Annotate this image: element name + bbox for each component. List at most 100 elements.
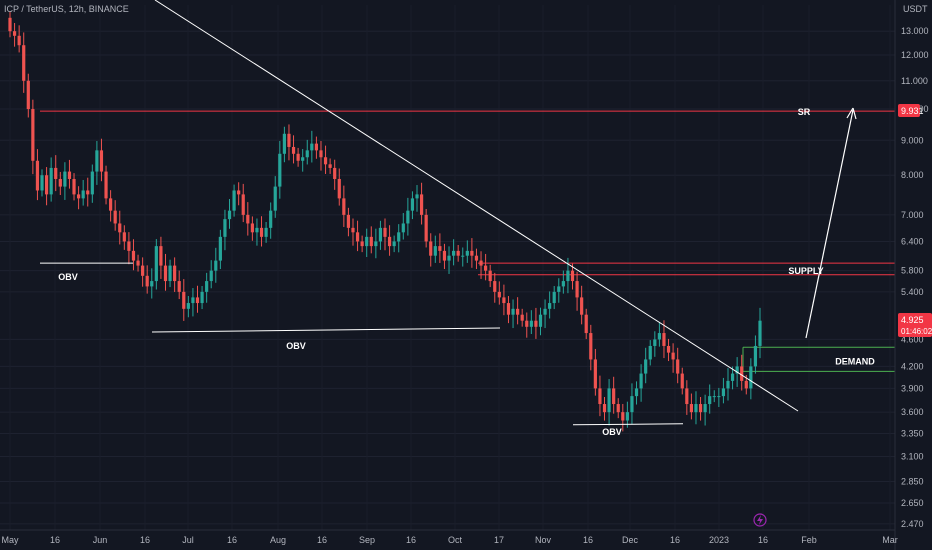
candle[interactable] [223,219,227,237]
candle[interactable] [360,241,364,247]
candle[interactable] [333,167,337,179]
candle[interactable] [630,396,634,413]
candle[interactable] [561,281,565,287]
candle[interactable] [671,352,675,360]
candle[interactable] [269,210,273,228]
candle[interactable] [264,227,268,237]
candle[interactable] [118,223,122,233]
candle[interactable] [291,146,296,154]
candle[interactable] [113,210,117,224]
candle[interactable] [122,232,126,242]
candle[interactable] [141,265,145,276]
candle[interactable] [177,281,181,292]
candle[interactable] [644,359,648,374]
candle[interactable] [310,143,314,151]
candle[interactable] [150,281,154,287]
candle[interactable] [355,232,360,242]
candle[interactable] [616,404,620,413]
drawings[interactable]: SR SUPPLY DEMAND OBV OBV OBV [40,0,875,437]
candle[interactable] [237,190,241,195]
candle[interactable] [612,388,616,405]
candle[interactable] [520,314,524,321]
candle[interactable] [365,236,369,247]
candle[interactable] [26,80,30,110]
candle[interactable] [511,308,515,315]
candle[interactable] [319,150,323,158]
candle[interactable] [95,150,99,172]
candle[interactable] [525,320,529,327]
candle[interactable] [465,250,469,256]
candle[interactable] [287,133,291,147]
candle[interactable] [323,157,328,165]
candle[interactable] [438,246,442,251]
candle[interactable] [205,281,209,292]
candle[interactable] [383,227,387,237]
candle[interactable] [566,270,570,282]
candle[interactable] [255,227,259,233]
candle[interactable] [374,241,378,247]
candle[interactable] [72,178,76,195]
candle[interactable] [666,345,671,353]
candle[interactable] [694,404,698,413]
candle[interactable] [163,265,168,282]
candle[interactable] [648,345,652,360]
candle[interactable] [548,303,552,309]
candle[interactable] [145,275,149,287]
candle[interactable] [703,404,707,413]
candle[interactable] [109,198,113,211]
candle[interactable] [429,241,433,256]
candle[interactable] [708,396,712,405]
candle[interactable] [639,373,643,389]
candle[interactable] [456,250,460,256]
downtrend-line[interactable] [154,0,799,412]
candle[interactable] [502,297,506,304]
candle[interactable] [419,194,424,215]
candle[interactable] [625,412,629,421]
candle-series[interactable] [8,11,762,432]
candle[interactable] [680,373,684,389]
candle[interactable] [698,404,703,413]
candle[interactable] [273,186,277,211]
candle[interactable] [86,190,90,195]
candle[interactable] [346,214,351,228]
candle[interactable] [200,291,204,304]
candle[interactable] [602,404,607,413]
candle[interactable] [580,297,584,315]
candle[interactable] [598,388,602,405]
candle[interactable] [424,214,428,242]
candle[interactable] [58,178,62,187]
candle[interactable] [17,35,21,46]
candle[interactable] [159,246,163,266]
candle[interactable] [314,143,319,151]
candle[interactable] [54,167,58,179]
candle[interactable] [447,255,451,261]
candle[interactable] [653,339,657,346]
candle[interactable] [22,45,26,81]
candle[interactable] [474,255,479,261]
candle[interactable] [570,270,575,282]
candle[interactable] [209,270,213,282]
candle[interactable] [250,223,254,233]
candle[interactable] [657,333,661,340]
candle[interactable] [415,194,419,199]
candle[interactable] [104,171,108,199]
candle[interactable] [35,160,40,191]
candle[interactable] [173,265,177,282]
candle[interactable] [241,194,245,215]
candle[interactable] [282,133,286,154]
candle[interactable] [168,265,172,282]
candle[interactable] [484,265,488,271]
candle[interactable] [214,260,218,271]
candle[interactable] [717,396,721,398]
candle[interactable] [479,260,483,266]
candle[interactable] [44,175,49,195]
candle[interactable] [328,164,332,168]
candle[interactable] [136,260,140,266]
candle[interactable] [246,214,250,224]
candle[interactable] [397,232,401,242]
candle[interactable] [63,171,67,187]
obv-line[interactable] [151,327,501,333]
candle[interactable] [232,190,236,211]
